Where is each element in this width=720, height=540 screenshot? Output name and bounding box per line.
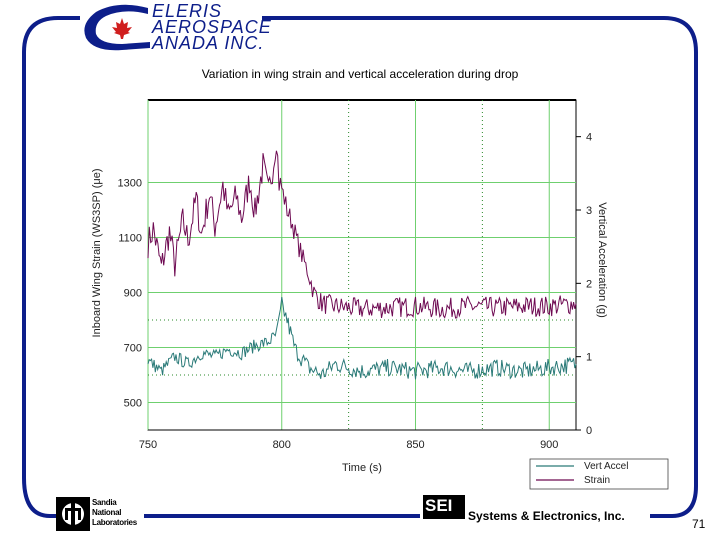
series-line-strain (147, 150, 577, 319)
y-tick-label-500: 500 (124, 398, 142, 410)
chart-title: Variation in wing strain and vertical ac… (201, 67, 519, 81)
x-axis-label: Time (s) (342, 462, 382, 474)
maple-leaf-icon (112, 18, 132, 39)
x-tick-label-750: 750 (139, 439, 157, 451)
legend-box (529, 458, 669, 490)
sandia-line-2: National (92, 508, 122, 517)
sandia-line-1: Sandia (92, 498, 117, 507)
sandia-line-3: Laboratories (92, 518, 137, 527)
sandia-logo-icon (56, 497, 90, 531)
logo-line-1: ELERIS (152, 1, 223, 21)
page-number: 71 (692, 517, 706, 531)
y2-tick-label-4: 4 (586, 132, 592, 144)
y-tick-label-1100: 1100 (118, 233, 142, 245)
logo-line-2: AEROSPACE (152, 17, 272, 37)
y2-tick-label-3: 3 (586, 205, 592, 217)
logo-line-3: ANADA INC. (152, 33, 265, 53)
y2-tick-label-0: 0 (586, 425, 592, 437)
logo-c-shape (84, 4, 150, 51)
legend: Vert Accel Strain (529, 458, 669, 490)
sei-logo-block (423, 495, 465, 519)
y-axis-label: Inboard Wing Strain (WS3SP) (μe) (91, 169, 103, 338)
y-tick-label-700: 700 (124, 343, 142, 355)
x-tick-label-800: 800 (273, 439, 291, 451)
legend-label-vert-accel: Vert Accel (584, 461, 628, 472)
sei-logo-text: SEI (425, 496, 453, 515)
legend-label-strain: Strain (584, 475, 610, 486)
y2-axis-label: Vertical Acceleration (g) (596, 202, 608, 318)
y-tick-label-900: 900 (124, 288, 142, 300)
sei-company-name: Systems & Electronics, Inc. (468, 509, 625, 523)
series-line-vert-accel (147, 297, 577, 380)
x-tick-label-900: 900 (540, 439, 558, 451)
y-tick-label-1300: 1300 (118, 178, 142, 190)
y2-tick-label-2: 2 (586, 278, 592, 290)
y2-tick-label-1: 1 (586, 352, 592, 364)
plot-area (147, 99, 577, 431)
x-tick-label-850: 850 (406, 439, 424, 451)
company-logo (84, 4, 150, 51)
